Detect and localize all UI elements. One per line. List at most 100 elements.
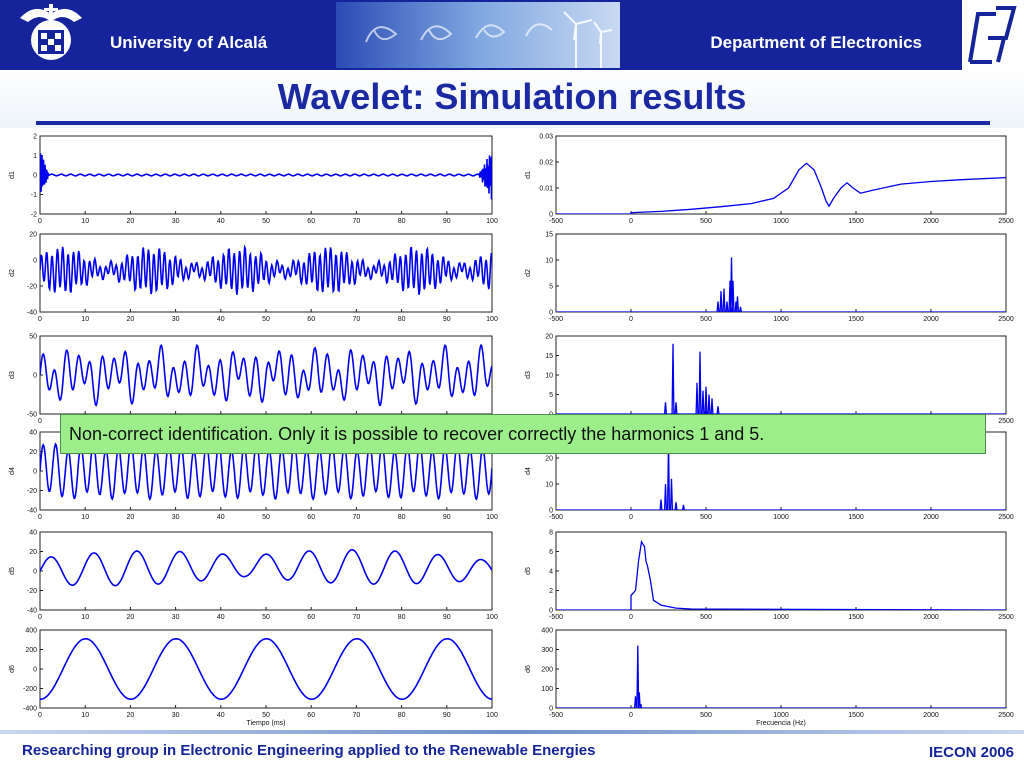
y-tick-label: 0 xyxy=(33,173,37,180)
x-tick-label: 80 xyxy=(398,218,406,225)
x-tick-label: 10 xyxy=(81,614,89,621)
x-tick-label: 90 xyxy=(443,614,451,621)
y-tick-label: -40 xyxy=(27,310,37,317)
y-tick-label: -400 xyxy=(23,706,37,713)
x-tick-label: 50 xyxy=(262,712,270,719)
y-tick-label: 15 xyxy=(545,353,553,360)
y-axis-label: d3 xyxy=(9,371,16,379)
x-tick-label: 0 xyxy=(629,316,633,323)
y-tick-label: -20 xyxy=(27,488,37,495)
y-tick-label: 300 xyxy=(541,647,553,654)
university-name: University of Alcalá xyxy=(110,33,268,52)
title-underline xyxy=(36,121,990,125)
y-tick-label: 1 xyxy=(33,153,37,160)
y-tick-label: 0 xyxy=(549,310,553,317)
x-tick-label: -500 xyxy=(549,614,563,621)
x-tick-label: 80 xyxy=(398,316,406,323)
series-line-time-d2 xyxy=(40,244,492,295)
y-tick-label: 0 xyxy=(33,667,37,674)
x-tick-label: 2000 xyxy=(923,712,939,719)
y-tick-label: 0 xyxy=(549,212,553,219)
x-tick-label: 10 xyxy=(81,514,89,521)
series-line-freq-d3 xyxy=(556,343,1006,414)
y-tick-label: 2 xyxy=(33,134,37,141)
x-tick-label: 500 xyxy=(700,316,712,323)
y-tick-label: 10 xyxy=(545,482,553,489)
panel-time-d5: 0 10 20 30 40 50 60 70 80 90 100 -40 -20 0 20 40 d5 xyxy=(9,530,498,622)
plot-frame xyxy=(555,233,1007,313)
x-tick-label: 90 xyxy=(443,316,451,323)
x-tick-label: 1500 xyxy=(848,712,864,719)
x-tick-label: 20 xyxy=(127,614,135,621)
y-tick-label: -50 xyxy=(27,412,37,419)
plot-frame xyxy=(555,531,1007,611)
callout-box: Non-correct identification. Only it is p… xyxy=(60,414,986,454)
x-tick-label: 50 xyxy=(262,514,270,521)
x-tick-label: 2500 xyxy=(998,218,1014,225)
footer-divider xyxy=(0,730,1024,734)
y-tick-label: -200 xyxy=(23,686,37,693)
series-line-time-d1 xyxy=(40,153,492,200)
x-tick-label: 100 xyxy=(486,316,498,323)
y-tick-label: 20 xyxy=(545,456,553,463)
x-tick-label: 10 xyxy=(81,316,89,323)
x-tick-label: 70 xyxy=(353,614,361,621)
x-tick-label: 20 xyxy=(127,712,135,719)
footer-conference: IECON 2006 xyxy=(928,744,1014,761)
x-tick-label: 0 xyxy=(38,418,42,425)
panel-time-d2: 0 10 20 30 40 50 60 70 80 90 100 -40 -20 0 20 d2 xyxy=(9,232,498,324)
y-axis-label: d2 xyxy=(9,269,16,277)
y-tick-label: -40 xyxy=(27,508,37,515)
y-tick-label: 100 xyxy=(541,686,553,693)
x-tick-label: 1500 xyxy=(848,614,864,621)
x-tick-label: 20 xyxy=(127,218,135,225)
x-tick-label: 2500 xyxy=(998,712,1014,719)
x-tick-label: 2500 xyxy=(998,316,1014,323)
y-tick-label: 40 xyxy=(29,530,37,537)
panel-time-d1: 0 10 20 30 40 50 60 70 80 90 100 -2 -1 0 1 2 d1 xyxy=(9,134,498,226)
x-tick-label: 100 xyxy=(486,712,498,719)
series-line-time-d3 xyxy=(40,343,492,407)
y-axis-label: d1 xyxy=(9,171,16,179)
y-axis-label: d1 xyxy=(525,171,532,179)
y-tick-label: 400 xyxy=(541,628,553,635)
series-line-freq-d6 xyxy=(556,645,1006,708)
x-tick-label: 2000 xyxy=(923,514,939,521)
footer-group-name: Researching group in Electronic Engineer… xyxy=(22,742,596,759)
series-line-time-d6 xyxy=(40,638,492,700)
plot-frame xyxy=(555,335,1007,415)
x-tick-label: 0 xyxy=(629,218,633,225)
x-tick-label: 1000 xyxy=(773,218,789,225)
series-line-time-d4 xyxy=(40,440,492,501)
x-tick-label: 40 xyxy=(217,614,225,621)
y-tick-label: 20 xyxy=(29,549,37,556)
y-tick-label: 0 xyxy=(549,608,553,615)
x-axis-label: Tiempo (ms) xyxy=(246,720,285,727)
y-axis-label: d5 xyxy=(9,567,16,575)
university-crest-icon xyxy=(20,4,82,60)
y-axis-label: d6 xyxy=(9,665,16,673)
x-tick-label: 90 xyxy=(443,712,451,719)
series-line-freq-d2 xyxy=(556,257,1006,312)
x-tick-label: 1000 xyxy=(773,614,789,621)
series-line-time-d5 xyxy=(40,549,492,587)
panel-freq-d6: -500 0 500 1000 1500 2000 25000100200300400d6F… xyxy=(525,628,1014,728)
panel-freq-d3: -5000500100015002000250005101520d3 xyxy=(525,334,1014,426)
y-tick-label: 0 xyxy=(33,258,37,265)
y-axis-label: d3 xyxy=(525,371,532,379)
series-line-freq-d5 xyxy=(556,539,1006,610)
y-tick-label: -20 xyxy=(27,588,37,595)
x-tick-label: 40 xyxy=(217,712,225,719)
x-tick-label: 2500 xyxy=(998,614,1014,621)
x-tick-label: -500 xyxy=(549,712,563,719)
y-tick-label: -40 xyxy=(27,608,37,615)
y-axis-label: d2 xyxy=(525,269,532,277)
y-tick-label: 50 xyxy=(29,334,37,341)
x-tick-label: 80 xyxy=(398,712,406,719)
x-tick-label: 30 xyxy=(172,316,180,323)
x-tick-label: 0 xyxy=(38,614,42,621)
x-tick-label: 100 xyxy=(486,218,498,225)
